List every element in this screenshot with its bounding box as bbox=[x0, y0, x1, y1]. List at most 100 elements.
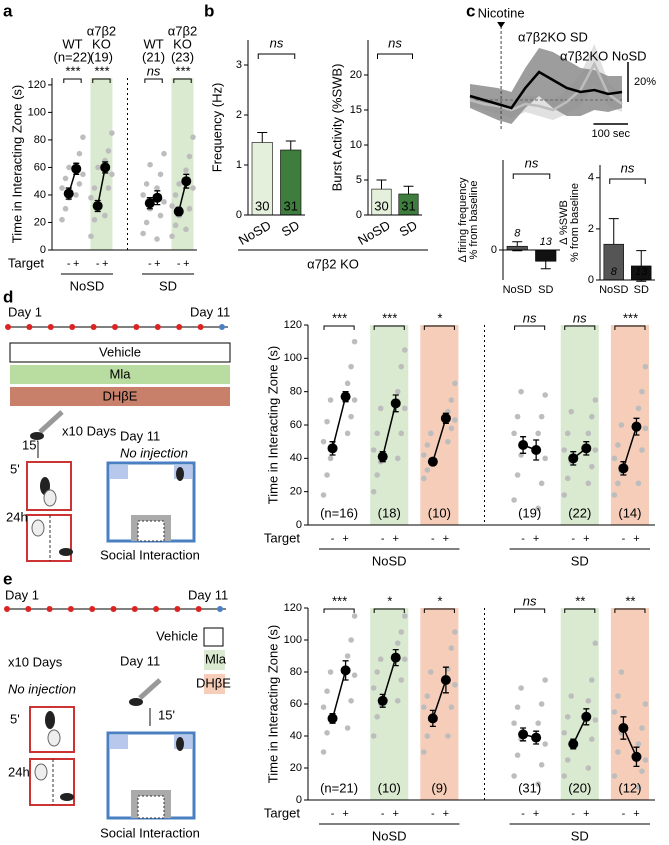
y-tick-label: 0 bbox=[356, 209, 362, 221]
data-point bbox=[327, 669, 334, 675]
panel-letter: c bbox=[466, 1, 475, 20]
scale-bar-label: 100 sec bbox=[591, 128, 630, 140]
significance: ns bbox=[621, 160, 635, 175]
target-cage bbox=[137, 520, 165, 542]
significance: *** bbox=[175, 63, 191, 78]
data-point bbox=[568, 408, 575, 415]
day-dot bbox=[90, 324, 97, 330]
y-tick-label: 100 bbox=[284, 352, 302, 364]
data-point bbox=[538, 762, 545, 768]
group-header: (23) bbox=[171, 49, 194, 64]
significance: *** bbox=[331, 593, 347, 608]
data-point bbox=[401, 613, 408, 619]
data-point bbox=[538, 480, 545, 487]
data-point bbox=[73, 192, 79, 198]
event-arrow bbox=[497, 22, 506, 28]
data-point bbox=[183, 167, 189, 173]
n-label: 13 bbox=[540, 236, 553, 248]
x-tick-label: + bbox=[443, 533, 449, 545]
mean-marker bbox=[631, 421, 642, 432]
mean-marker bbox=[390, 652, 401, 663]
day-dot bbox=[89, 606, 96, 612]
data-point bbox=[62, 205, 69, 212]
data-point bbox=[615, 480, 621, 487]
x-axis-label: Target bbox=[264, 805, 301, 820]
mean-marker bbox=[531, 445, 542, 455]
data-point bbox=[421, 475, 427, 482]
mean-marker bbox=[63, 188, 74, 199]
data-point bbox=[538, 413, 545, 420]
test-note: No injection bbox=[120, 445, 188, 460]
data-point bbox=[615, 442, 621, 448]
data-point bbox=[568, 693, 575, 699]
n-label: (19) bbox=[518, 505, 541, 520]
day-dot bbox=[133, 324, 140, 330]
significance-bracket bbox=[92, 78, 111, 83]
data-point bbox=[448, 704, 455, 710]
day-dot bbox=[197, 324, 204, 330]
x-tick-label: + bbox=[533, 808, 539, 820]
y-tick-label: 5 bbox=[356, 174, 362, 186]
y-tick-label: 3 bbox=[236, 59, 242, 71]
data-point bbox=[370, 685, 377, 691]
data-point bbox=[589, 463, 595, 470]
mean-marker bbox=[92, 200, 103, 211]
y-tick-label: 0 bbox=[296, 519, 302, 531]
data-point bbox=[585, 698, 592, 704]
x-tick-label: - bbox=[622, 808, 626, 820]
delay-label: 15' bbox=[22, 437, 39, 452]
treatment-box bbox=[9, 342, 231, 363]
mouse bbox=[60, 793, 74, 801]
x-tick-label: + bbox=[393, 808, 399, 820]
data-point bbox=[401, 347, 408, 353]
y-axis-label: Time in Interacting Zone (s) bbox=[265, 346, 280, 504]
mean-marker bbox=[152, 192, 163, 203]
y-tick-label: 40 bbox=[290, 730, 302, 742]
group-background bbox=[560, 608, 599, 800]
y-tick-label: 80 bbox=[34, 134, 46, 146]
day-dot bbox=[110, 606, 117, 612]
data-point bbox=[639, 768, 645, 774]
x-tick-label: - bbox=[431, 808, 435, 820]
y-axis-label: % from baseline bbox=[569, 183, 581, 262]
n-label: 8 bbox=[611, 266, 618, 278]
group-background bbox=[610, 608, 649, 800]
panel-letter: b bbox=[204, 1, 214, 20]
data-point bbox=[424, 733, 431, 739]
group-header: (19) bbox=[90, 49, 113, 64]
data-point bbox=[348, 413, 354, 420]
significance-bracket bbox=[257, 53, 296, 59]
legend-label: Mla bbox=[205, 651, 227, 666]
n-label: (10) bbox=[428, 505, 451, 520]
mean-line bbox=[331, 670, 347, 719]
timeline-start: Day 1 bbox=[5, 587, 39, 602]
corner-zone bbox=[110, 735, 128, 749]
mouse bbox=[45, 711, 55, 729]
group-header: KO bbox=[173, 36, 192, 51]
timeline-end: Day 11 bbox=[188, 587, 228, 602]
data-point bbox=[91, 216, 98, 223]
group-header: (n=22) bbox=[54, 49, 92, 64]
data-point bbox=[445, 438, 451, 445]
group-background bbox=[420, 325, 459, 525]
data-point bbox=[398, 363, 405, 370]
x-tick-label: - bbox=[431, 533, 435, 545]
repeat-label: x10 Days bbox=[62, 423, 117, 438]
n-label: 31 bbox=[401, 198, 415, 213]
data-point bbox=[542, 741, 548, 747]
y-tick-label: 0 bbox=[296, 794, 302, 806]
y-tick-label: 4 bbox=[588, 172, 594, 184]
data-point bbox=[176, 181, 182, 187]
legend-swatch bbox=[203, 627, 224, 647]
significance-bracket bbox=[512, 173, 551, 179]
legend-swatch bbox=[204, 650, 225, 670]
data-point bbox=[535, 720, 541, 726]
x-tick-label: + bbox=[443, 808, 449, 820]
mean-line bbox=[432, 679, 447, 719]
day-dot bbox=[176, 324, 183, 330]
y-tick-label: 20 bbox=[290, 762, 302, 774]
data-point bbox=[370, 447, 377, 453]
timeline-end: Day 11 bbox=[190, 304, 230, 319]
data-point bbox=[169, 203, 175, 209]
trace-line bbox=[469, 61, 623, 112]
